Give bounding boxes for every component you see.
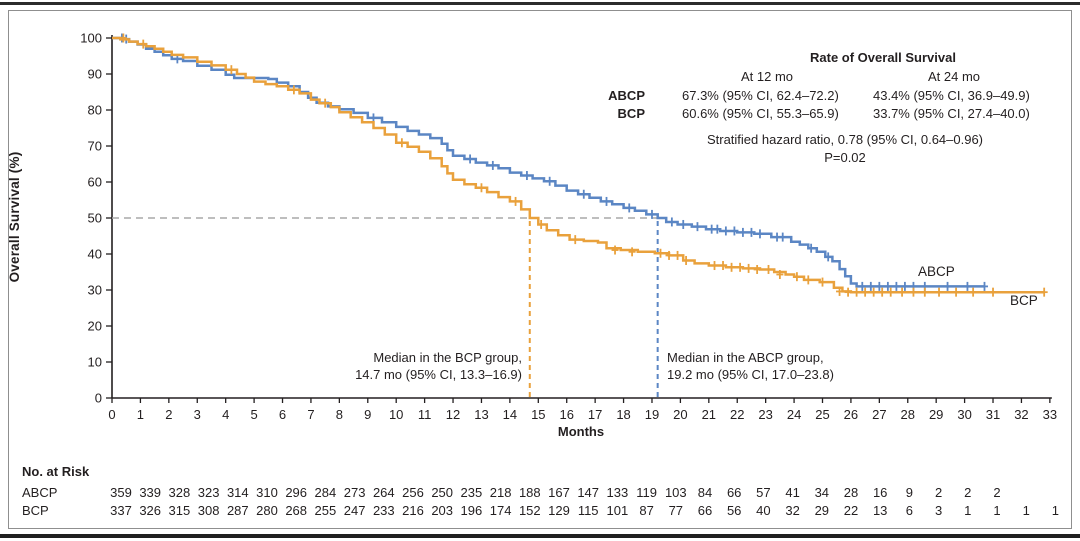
risk-value-bcp-m6: 268 [285,503,308,518]
risk-value-bcp-m9: 233 [372,503,395,518]
risk-value-abcp-m14: 188 [518,485,541,500]
risk-value-abcp-m29: 2 [964,485,972,500]
risk-table-title: No. at Risk [22,464,90,479]
risk-value-bcp-m19: 77 [668,503,684,518]
risk-value-bcp-m23: 32 [785,503,800,518]
risk-value-bcp-m20: 66 [697,503,713,518]
risk-value-abcp-m16: 147 [577,485,600,500]
median-bcp-line2: 14.7 mo (95% CI, 13.3–16.9) [355,367,522,382]
risk-value-abcp-m2: 328 [168,485,191,500]
risk-value-abcp-m3: 323 [197,485,220,500]
risk-value-bcp-m31: 1 [1022,503,1030,518]
risk-value-bcp-m12: 196 [460,503,483,518]
stats-col-header-24mo: At 24 mo [927,69,981,84]
risk-value-abcp-m12: 235 [460,485,483,500]
risk-value-bcp-m8: 247 [343,503,366,518]
risk-value-abcp-m19: 103 [664,485,687,500]
risk-value-abcp-m26: 16 [872,485,888,500]
stats-abcp-24mo: 43.4% (95% CI, 36.9–49.9) [873,88,1030,103]
risk-value-bcp-m18: 87 [639,503,654,518]
risk-value-bcp-m27: 6 [905,503,913,518]
stats-title: Rate of Overall Survival [810,50,956,65]
stats-row-label-abcp: ABCP [608,88,645,103]
risk-value-bcp-m1: 326 [139,503,162,518]
median-abcp-line2: 19.2 mo (95% CI, 17.0–23.8) [667,367,834,382]
risk-value-abcp-m0: 359 [110,485,132,500]
risk-value-bcp-m26: 13 [872,503,888,518]
risk-value-bcp-m7: 255 [314,503,337,518]
risk-value-bcp-m15: 129 [548,503,570,518]
stats-hazard-ratio: Stratified hazard ratio, 0.78 (95% CI, 0… [706,132,984,147]
risk-value-abcp-m9: 264 [372,485,395,500]
risk-value-abcp-m24: 34 [814,485,830,500]
stats-p-value: P=0.02 [824,150,866,165]
risk-value-abcp-m11: 250 [431,485,454,500]
risk-value-abcp-m4: 314 [226,485,249,500]
risk-value-bcp-m13: 174 [489,503,512,518]
risk-value-bcp-m5: 280 [256,503,278,518]
risk-value-bcp-m16: 115 [577,503,599,518]
risk-value-bcp-m32: 1 [1051,503,1059,518]
risk-value-abcp-m13: 218 [489,485,512,500]
stats-col-header-12mo: At 12 mo [740,69,794,84]
risk-value-bcp-m0: 337 [110,503,132,518]
x-axis-title: Months [557,424,605,439]
risk-value-abcp-m23: 41 [785,485,800,500]
risk-value-bcp-m24: 29 [814,503,830,518]
risk-value-bcp-m28: 3 [934,503,943,518]
risk-row-label-abcp: ABCP [22,485,58,500]
top-rule [0,2,1080,5]
risk-value-bcp-m14: 152 [518,503,541,518]
risk-value-abcp-m21: 66 [726,485,742,500]
risk-value-bcp-m29: 1 [964,503,972,518]
stats-row-label-bcp: BCP [617,106,645,121]
median-bcp-line1: Median in the BCP group, [373,350,522,365]
risk-value-bcp-m25: 22 [843,503,859,518]
risk-value-abcp-m28: 2 [934,485,943,500]
curve-label-bcp: BCP [1010,293,1038,308]
risk-value-bcp-m3: 308 [197,503,220,518]
risk-value-abcp-m8: 273 [343,485,366,500]
risk-value-bcp-m17: 101 [606,503,629,518]
risk-value-bcp-m4: 287 [226,503,249,518]
median-abcp-line1: Median in the ABCP group, [667,350,824,365]
risk-value-abcp-m6: 296 [285,485,308,500]
stats-bcp-24mo: 33.7% (95% CI, 27.4–40.0) [873,106,1030,121]
stats-bcp-12mo: 60.6% (95% CI, 55.3–65.9) [682,106,839,121]
risk-value-abcp-m1: 339 [139,485,162,500]
y-axis-title: Overall Survival (%) [7,151,22,283]
risk-value-abcp-m7: 284 [314,485,337,500]
risk-value-bcp-m10: 216 [402,503,424,518]
risk-value-abcp-m20: 84 [697,485,713,500]
risk-row-label-bcp: BCP [22,503,49,518]
bottom-rule [0,534,1080,538]
curve-label-abcp: ABCP [918,264,955,279]
risk-value-abcp-m27: 9 [905,485,913,500]
risk-value-abcp-m22: 57 [756,485,771,500]
risk-value-bcp-m2: 315 [168,503,191,518]
risk-value-bcp-m30: 1 [993,503,1001,518]
stats-abcp-12mo: 67.3% (95% CI, 62.4–72.2) [682,88,839,103]
risk-value-abcp-m30: 2 [993,485,1001,500]
risk-value-abcp-m25: 28 [843,485,859,500]
risk-value-abcp-m17: 133 [606,485,629,500]
risk-value-bcp-m22: 40 [756,503,771,518]
risk-value-bcp-m21: 56 [726,503,742,518]
risk-value-abcp-m15: 167 [548,485,570,500]
risk-value-abcp-m5: 310 [256,485,278,500]
risk-value-abcp-m10: 256 [402,485,424,500]
risk-value-bcp-m11: 203 [431,503,454,518]
risk-value-abcp-m18: 119 [636,485,657,500]
